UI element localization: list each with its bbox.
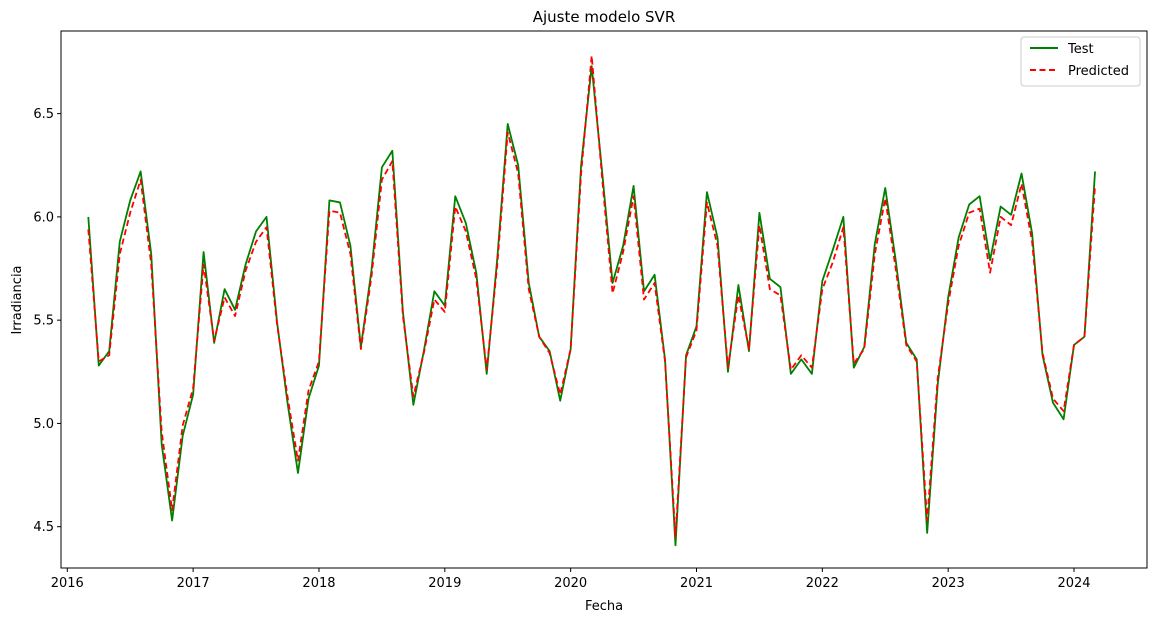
x-tick-label: 2016 bbox=[51, 576, 84, 591]
y-tick-label: 5.0 bbox=[33, 417, 54, 432]
plot-lines bbox=[87, 54, 1096, 547]
x-tick-label: 2024 bbox=[1057, 576, 1090, 591]
legend: Test Predicted bbox=[1020, 36, 1141, 87]
x-axis-title: Fecha bbox=[585, 599, 623, 614]
plot-frame bbox=[60, 30, 1148, 569]
legend-label-predicted: Predicted bbox=[1068, 64, 1129, 79]
x-tick-label: 2017 bbox=[177, 576, 210, 591]
y-tick-label: 5.5 bbox=[33, 314, 54, 329]
series-line-test bbox=[87, 65, 1096, 547]
y-tick-label: 6.5 bbox=[33, 107, 54, 122]
y-tick-label: 6.0 bbox=[33, 210, 54, 225]
x-tick-label: 2023 bbox=[932, 576, 965, 591]
legend-label-test: Test bbox=[1067, 42, 1094, 57]
y-axis: 4.5 5.0 5.5 6.0 6.5 bbox=[33, 107, 61, 535]
x-tick-label: 2021 bbox=[680, 576, 713, 591]
x-axis: 2016 2017 2018 2019 2020 2021 2022 2023 2024 bbox=[51, 568, 1091, 591]
x-tick-label: 2018 bbox=[302, 576, 335, 591]
x-tick-label: 2020 bbox=[554, 576, 587, 591]
y-axis-title: Irradiancia bbox=[10, 265, 25, 334]
chart-title: Ajuste modelo SVR bbox=[533, 8, 676, 26]
x-tick-label: 2022 bbox=[806, 576, 839, 591]
x-tick-label: 2019 bbox=[428, 576, 461, 591]
y-tick-label: 4.5 bbox=[33, 520, 54, 535]
series-line-predicted bbox=[87, 54, 1096, 538]
legend-box bbox=[1020, 36, 1141, 87]
